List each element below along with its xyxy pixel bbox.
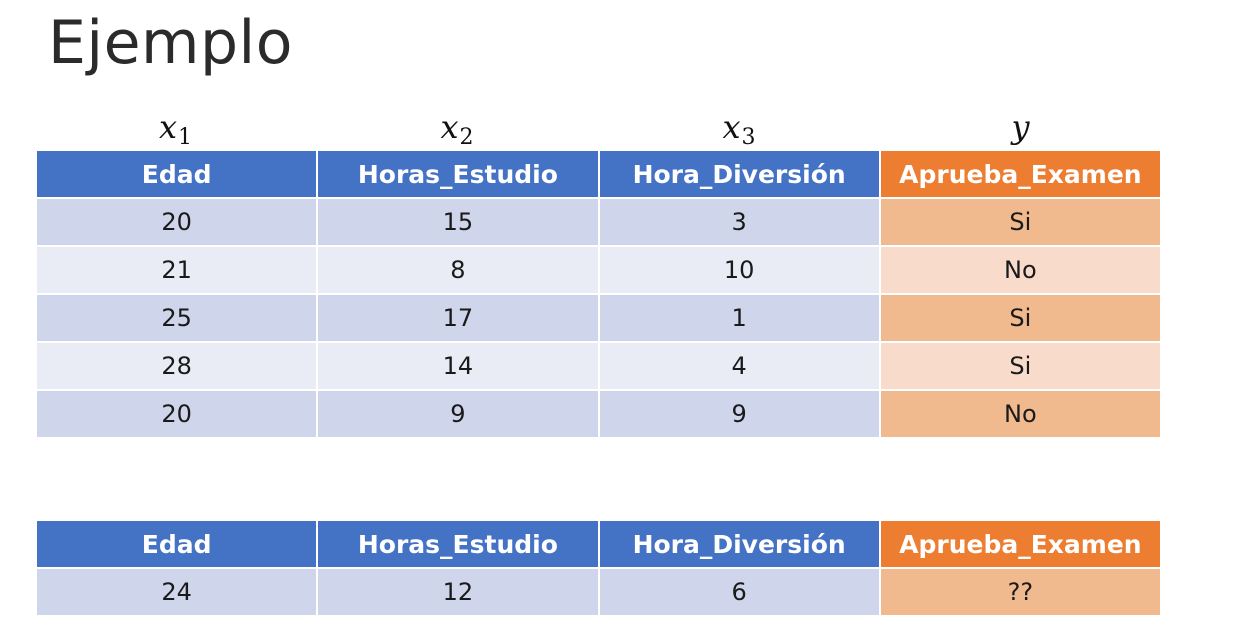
cell-hora-diversion: 10: [599, 247, 879, 293]
header-aprueba-examen: Aprueba_Examen: [880, 151, 1160, 197]
header-aprueba-examen: Aprueba_Examen: [880, 521, 1160, 567]
variable-x1: x1: [158, 108, 193, 150]
cell-hora-diversion: 9: [599, 391, 879, 437]
cell-edad: 20: [37, 391, 317, 437]
page-title: Ejemplo: [48, 8, 293, 78]
cell-aprueba-examen: ??: [880, 569, 1160, 615]
header-horas-estudio: Horas_Estudio: [318, 151, 598, 197]
cell-horas-estudio: 8: [318, 247, 598, 293]
cell-aprueba-examen: Si: [880, 199, 1160, 245]
cell-horas-estudio: 14: [318, 343, 598, 389]
header-row: Edad Horas_Estudio Hora_Diversión Aprueb…: [37, 151, 1160, 197]
header-horas-estudio: Horas_Estudio: [318, 521, 598, 567]
cell-edad: 21: [37, 247, 317, 293]
cell-horas-estudio: 15: [318, 199, 598, 245]
variable-labels: x1 x2 x3 y: [35, 104, 1162, 150]
variable-y: y: [1011, 108, 1030, 146]
cell-horas-estudio: 12: [318, 569, 598, 615]
cell-edad: 25: [37, 295, 317, 341]
table-row: 25 17 1 Si: [37, 295, 1160, 341]
table-row: 20 9 9 No: [37, 391, 1160, 437]
table-row: 28 14 4 Si: [37, 343, 1160, 389]
cell-edad: 20: [37, 199, 317, 245]
table-row: 24 12 6 ??: [37, 569, 1160, 615]
cell-aprueba-examen: No: [880, 391, 1160, 437]
table-row: 21 8 10 No: [37, 247, 1160, 293]
header-edad: Edad: [37, 521, 317, 567]
cell-edad: 24: [37, 569, 317, 615]
cell-horas-estudio: 9: [318, 391, 598, 437]
training-table: Edad Horas_Estudio Hora_Diversión Aprueb…: [35, 149, 1162, 439]
header-hora-diversion: Hora_Diversión: [599, 151, 879, 197]
cell-hora-diversion: 6: [599, 569, 879, 615]
cell-aprueba-examen: Si: [880, 343, 1160, 389]
header-edad: Edad: [37, 151, 317, 197]
cell-hora-diversion: 1: [599, 295, 879, 341]
variable-x3: x3: [722, 108, 756, 150]
table-row: 20 15 3 Si: [37, 199, 1160, 245]
cell-hora-diversion: 3: [599, 199, 879, 245]
query-table: Edad Horas_Estudio Hora_Diversión Aprueb…: [35, 519, 1162, 617]
cell-horas-estudio: 17: [318, 295, 598, 341]
cell-hora-diversion: 4: [599, 343, 879, 389]
header-row: Edad Horas_Estudio Hora_Diversión Aprueb…: [37, 521, 1160, 567]
variable-x2: x2: [440, 108, 474, 150]
header-hora-diversion: Hora_Diversión: [599, 521, 879, 567]
cell-aprueba-examen: No: [880, 247, 1160, 293]
cell-edad: 28: [37, 343, 317, 389]
cell-aprueba-examen: Si: [880, 295, 1160, 341]
